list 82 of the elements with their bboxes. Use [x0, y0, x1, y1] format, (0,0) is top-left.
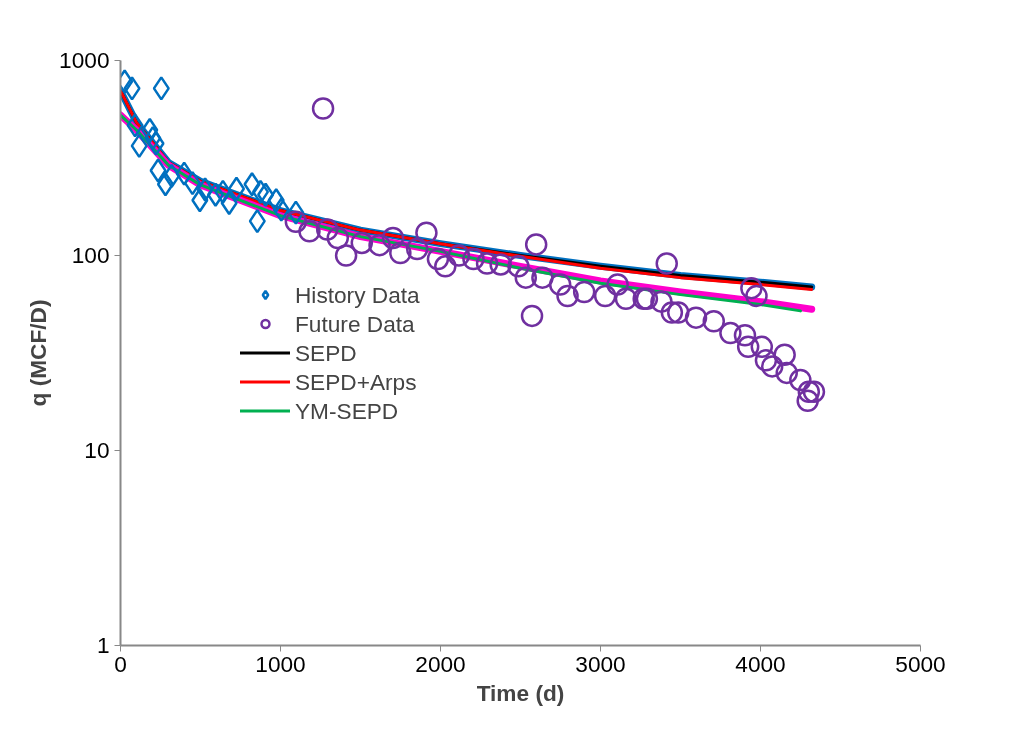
x-tick-label: 0 — [114, 650, 127, 677]
point — [733, 324, 757, 347]
point — [789, 368, 812, 392]
point — [802, 380, 826, 404]
legend-label: History Data — [295, 281, 420, 308]
point — [183, 170, 202, 196]
point — [326, 226, 350, 250]
point — [311, 97, 335, 120]
point — [593, 284, 617, 308]
point — [405, 237, 429, 261]
point — [520, 304, 544, 328]
point — [650, 290, 673, 313]
y-tick-label: 100 — [71, 242, 110, 268]
point — [531, 266, 554, 289]
point — [760, 355, 784, 378]
point — [775, 361, 798, 385]
point — [368, 233, 391, 257]
point — [284, 210, 308, 233]
point — [149, 158, 167, 183]
point — [514, 266, 538, 289]
point — [415, 221, 438, 244]
point — [750, 335, 774, 359]
point — [740, 276, 763, 300]
legend-label: YM-SEPD — [295, 397, 399, 424]
y-tick-label: 1 — [96, 632, 110, 658]
point — [126, 113, 144, 138]
legend-label: Future Data — [295, 310, 415, 337]
point — [702, 310, 726, 333]
point — [175, 161, 193, 186]
point — [797, 380, 821, 404]
x-axis-title: Time (d) — [476, 679, 565, 706]
point — [447, 244, 471, 267]
point — [606, 273, 629, 296]
y-tick-label: 10 — [84, 437, 110, 463]
x-tick-label: 4000 — [735, 650, 786, 677]
y-axis-title: q (MCF/D) — [25, 299, 52, 407]
point — [655, 252, 678, 275]
point — [123, 76, 141, 101]
point — [298, 220, 321, 243]
point — [754, 349, 778, 372]
point — [524, 233, 548, 256]
point — [462, 247, 485, 271]
point — [475, 252, 499, 275]
point — [736, 335, 760, 359]
x-tick-label: 1000 — [255, 650, 306, 677]
point — [667, 301, 690, 324]
x-tick-label: 2000 — [415, 650, 466, 677]
point — [272, 197, 290, 222]
point — [257, 182, 275, 207]
x-tick-label: 3000 — [575, 650, 626, 677]
point — [206, 182, 225, 207]
point — [434, 255, 457, 278]
point — [156, 171, 175, 197]
point — [196, 177, 214, 202]
point — [334, 244, 358, 267]
point — [614, 287, 638, 310]
point — [719, 321, 742, 345]
point — [745, 284, 768, 308]
point — [191, 188, 209, 213]
point — [426, 247, 450, 271]
legend-label: SEPD+Arps — [295, 368, 417, 395]
point — [381, 226, 405, 250]
point — [267, 188, 285, 213]
y-tick-label: 1000 — [59, 47, 110, 73]
point — [796, 389, 819, 412]
point — [548, 273, 572, 296]
point — [507, 255, 530, 278]
x-tick-label: 5000 — [895, 650, 946, 677]
point — [350, 231, 374, 255]
point — [556, 284, 579, 308]
point — [684, 306, 708, 329]
point — [773, 343, 796, 366]
point — [315, 218, 339, 241]
point — [572, 280, 596, 304]
point — [251, 179, 270, 205]
point — [489, 253, 512, 276]
point — [227, 176, 246, 201]
point — [152, 76, 170, 101]
point — [660, 301, 684, 324]
legend-label: SEPD — [295, 339, 357, 366]
point — [389, 241, 412, 265]
point — [147, 131, 165, 156]
